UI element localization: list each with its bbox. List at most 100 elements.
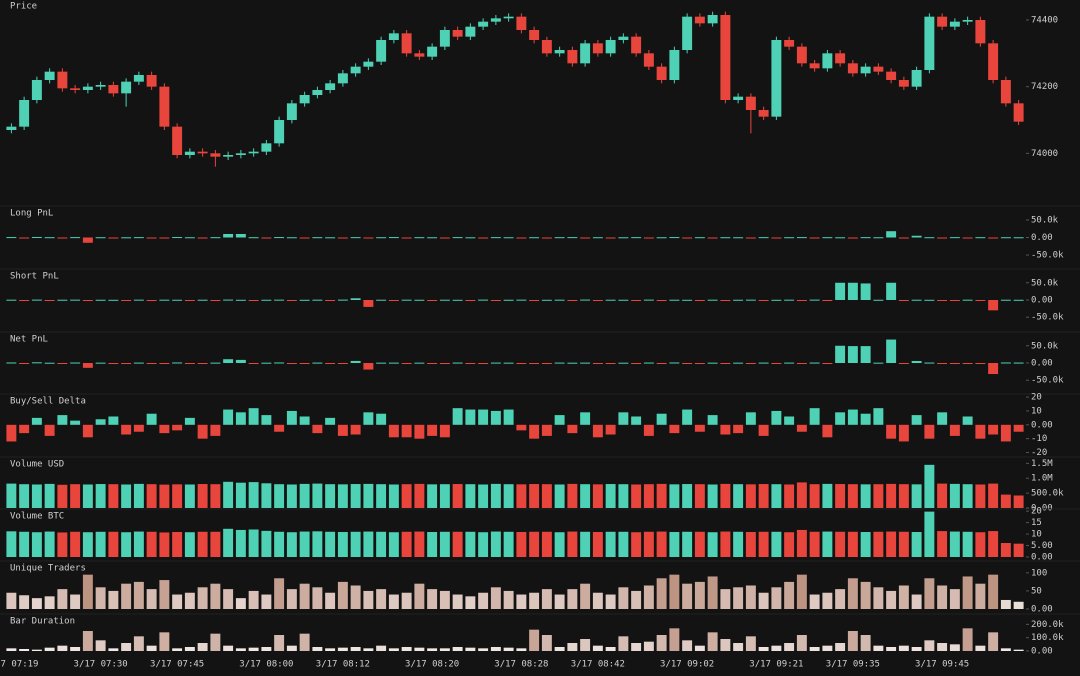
bar: [873, 362, 884, 364]
bar: [452, 484, 463, 508]
bar: [962, 363, 973, 364]
bar: [325, 363, 336, 364]
bar: [937, 237, 948, 239]
bar: [210, 237, 221, 239]
bar: [465, 531, 476, 557]
bar: [949, 644, 960, 651]
bar: [835, 589, 846, 609]
bar: [592, 237, 603, 239]
bar: [146, 484, 157, 508]
bar: [835, 412, 846, 425]
bar: [108, 590, 119, 609]
candle-body: [427, 46, 438, 57]
bar: [631, 590, 642, 609]
panel-title: Bar Duration: [10, 617, 75, 627]
bar: [427, 589, 438, 609]
x-tick-label: 3/17 09:35: [826, 660, 880, 670]
bar: [286, 645, 297, 651]
bar: [6, 592, 17, 609]
bar: [669, 362, 680, 364]
bar: [478, 592, 489, 609]
bar: [210, 362, 221, 364]
bar: [631, 532, 642, 557]
bar: [898, 363, 909, 364]
bar: [121, 424, 132, 435]
bar: [299, 531, 310, 557]
bar: [835, 643, 846, 651]
bar: [465, 409, 476, 425]
bar: [388, 362, 399, 364]
bar: [694, 645, 705, 651]
bar: [631, 237, 642, 239]
bar: [809, 594, 820, 609]
bar: [274, 362, 285, 364]
bar: [592, 424, 603, 438]
bar: [949, 531, 960, 557]
bar: [146, 300, 157, 301]
bar: [274, 635, 285, 651]
bar: [274, 578, 285, 609]
candle-body: [745, 96, 756, 110]
bar: [592, 484, 603, 508]
bar: [886, 531, 897, 557]
bar: [439, 531, 450, 557]
y-tick-label: 50: [1031, 586, 1042, 596]
bar: [31, 598, 42, 609]
bar: [427, 648, 438, 651]
bar: [796, 300, 807, 301]
bar: [541, 363, 552, 364]
bar: [159, 580, 170, 609]
bar: [70, 647, 81, 651]
bar: [707, 484, 718, 508]
bar: [988, 483, 999, 508]
bar: [886, 231, 897, 238]
bar: [911, 415, 922, 425]
bar: [350, 360, 361, 363]
bar: [146, 589, 157, 609]
bar: [911, 647, 922, 651]
candle-body: [949, 21, 960, 27]
bar: [235, 412, 246, 425]
bar: [924, 299, 935, 301]
y-tick-label: 200.0k: [1031, 620, 1064, 630]
candle-body: [312, 90, 323, 95]
bar: [860, 237, 871, 239]
bar: [835, 237, 846, 239]
bar: [682, 299, 693, 301]
bar: [618, 299, 629, 301]
bar: [82, 363, 93, 368]
bar: [924, 511, 935, 557]
bar: [172, 237, 183, 239]
bar: [962, 484, 973, 508]
bar: [669, 424, 680, 434]
bar: [350, 298, 361, 300]
y-tick-label: -20: [1031, 448, 1047, 458]
bar: [223, 233, 234, 238]
candle-body: [6, 126, 17, 130]
bar: [414, 362, 425, 364]
bar: [184, 592, 195, 609]
bar: [133, 531, 144, 557]
bar: [439, 299, 450, 301]
candle-body: [70, 88, 81, 90]
bar: [210, 300, 221, 301]
bar: [286, 237, 297, 239]
bar: [490, 587, 501, 609]
bar: [427, 237, 438, 239]
bar: [325, 592, 336, 609]
bar: [452, 362, 463, 364]
candle-body: [121, 81, 132, 94]
bar: [312, 424, 323, 434]
bar: [439, 424, 450, 438]
candle-body: [809, 63, 820, 69]
panel-title: Buy/Sell Delta: [10, 397, 86, 407]
candle-body: [669, 50, 680, 80]
bar: [31, 417, 42, 425]
candle-body: [172, 126, 183, 155]
bar: [184, 484, 195, 508]
bar: [337, 647, 348, 651]
bar: [490, 483, 501, 508]
bar: [720, 237, 731, 239]
candle-body: [924, 16, 935, 71]
bar: [592, 592, 603, 609]
